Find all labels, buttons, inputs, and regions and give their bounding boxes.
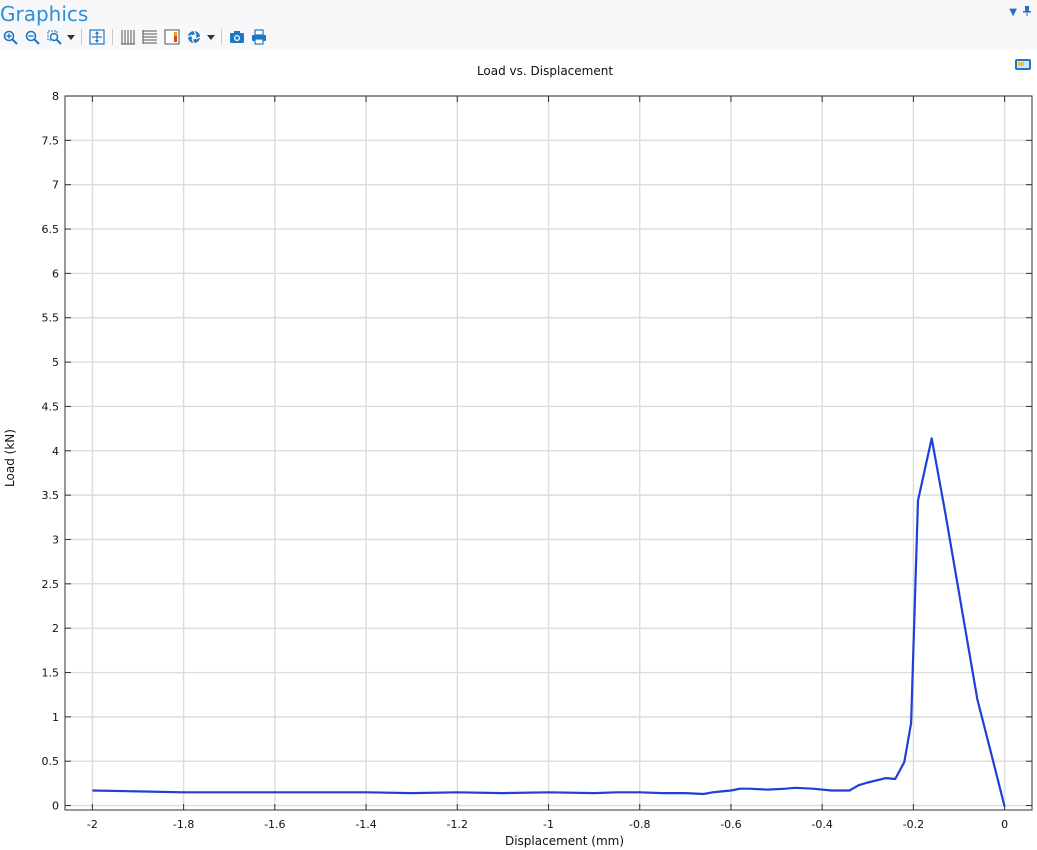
zoom-box-icon — [47, 30, 62, 45]
y-tick-label: 1 — [52, 711, 59, 724]
x-grid-button[interactable] — [118, 27, 138, 47]
pin-icon[interactable] — [1023, 6, 1031, 20]
y-tick-label: 5 — [52, 356, 59, 369]
y-tick-label: 0.5 — [42, 755, 60, 768]
graphics-toolbar — [0, 27, 269, 47]
x-tick-label: -1.8 — [173, 818, 194, 831]
y-tick-label: 3.5 — [42, 489, 60, 502]
x-tick-label: -1.2 — [447, 818, 468, 831]
caret-down-icon — [207, 34, 215, 40]
x-tick-label: -2 — [87, 818, 98, 831]
y-tick-label: 8 — [52, 90, 59, 103]
series-line — [92, 437, 1006, 807]
y-tick-label: 7.5 — [42, 134, 60, 147]
print-button[interactable] — [249, 27, 269, 47]
caret-down-icon — [67, 34, 75, 40]
toolbar-separator — [112, 29, 113, 45]
zoom-extents-button[interactable] — [87, 27, 107, 47]
zoom-in-icon — [3, 30, 18, 45]
legend-button[interactable] — [162, 27, 182, 47]
window-title: Graphics — [0, 2, 89, 26]
scene-light-button[interactable] — [184, 27, 204, 47]
y-tick-label: 7 — [52, 179, 59, 192]
y-tick-label: 6 — [52, 267, 59, 280]
x-tick-label: -0.2 — [903, 818, 924, 831]
y-tick-label: 2 — [52, 622, 59, 635]
x-tick-label: -1 — [543, 818, 554, 831]
y-tick-label: 5.5 — [42, 312, 60, 325]
legend-icon — [164, 29, 180, 45]
scene-light-dropdown-button[interactable] — [206, 27, 216, 47]
y-tick-label: 0 — [52, 800, 59, 813]
x-tick-label: -0.8 — [629, 818, 650, 831]
y-tick-label: 1.5 — [42, 667, 60, 680]
header-controls: ▼ — [1009, 6, 1031, 20]
zoom-dropdown-button[interactable] — [66, 27, 76, 47]
image-snapshot-button[interactable] — [227, 27, 247, 47]
y-tick-label: 6.5 — [42, 223, 60, 236]
x-axis-label: Displacement (mm) — [505, 834, 624, 848]
scene-light-icon — [187, 30, 201, 44]
x-tick-label: -1.4 — [355, 818, 376, 831]
y-tick-label: 4.5 — [42, 400, 60, 413]
chevron-down-icon[interactable]: ▼ — [1009, 7, 1017, 18]
zoom-out-icon — [25, 30, 40, 45]
zoom-in-button[interactable] — [0, 27, 20, 47]
toolbar-separator — [221, 29, 222, 45]
x-tick-label: -0.4 — [811, 818, 832, 831]
print-icon — [252, 29, 266, 45]
x-tick-label: -0.6 — [720, 818, 741, 831]
y-grid-button[interactable] — [140, 27, 160, 47]
zoom-box-button[interactable] — [44, 27, 64, 47]
monitor-icon[interactable] — [1014, 57, 1032, 73]
x-tick-label: -1.6 — [264, 818, 285, 831]
zoom-out-button[interactable] — [22, 27, 42, 47]
chart-title: Load vs. Displacement — [476, 64, 614, 78]
zoom-extents-icon — [89, 29, 105, 45]
y-tick-label: 2.5 — [42, 578, 60, 591]
toolbar-separator — [81, 29, 82, 45]
camera-icon — [230, 31, 244, 43]
x-tick-label: 0 — [1001, 818, 1008, 831]
graphics-header: Graphics ▼ — [0, 0, 1037, 50]
y-tick-label: 3 — [52, 533, 59, 546]
y-axis-label: Load (kN) — [3, 429, 17, 487]
y-tick-label: 4 — [52, 445, 59, 458]
x-grid-icon — [121, 30, 135, 45]
y-grid-icon — [142, 30, 157, 44]
